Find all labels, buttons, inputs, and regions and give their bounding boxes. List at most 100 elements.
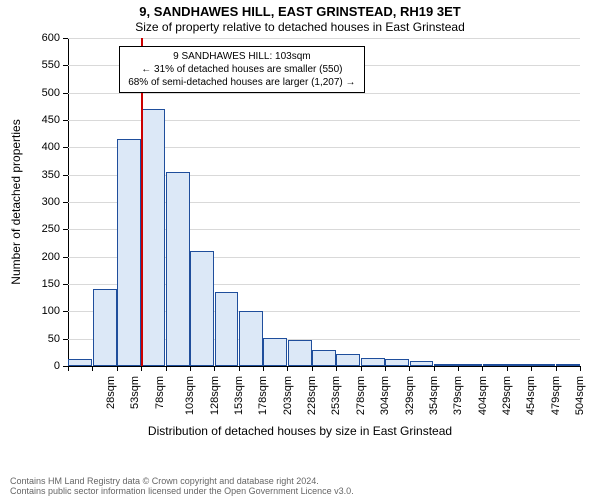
histogram-bar	[190, 251, 214, 366]
x-tick-label: 354sqm	[428, 376, 440, 415]
y-tick	[63, 147, 68, 148]
x-tick-label: 479sqm	[550, 376, 562, 415]
x-tick-label: 228sqm	[306, 376, 318, 415]
y-tick-label: 400	[28, 141, 60, 153]
y-tick	[63, 284, 68, 285]
x-tick	[482, 366, 483, 371]
x-tick	[385, 366, 386, 371]
y-tick-label: 100	[28, 305, 60, 317]
y-tick-label: 550	[28, 59, 60, 71]
x-tick	[531, 366, 532, 371]
chart-subtitle: Size of property relative to detached ho…	[0, 20, 600, 34]
x-tick	[312, 366, 313, 371]
chart-title: 9, SANDHAWES HILL, EAST GRINSTEAD, RH19 …	[0, 4, 600, 19]
x-tick	[458, 366, 459, 371]
x-tick-label: 203sqm	[282, 376, 294, 415]
x-tick-label: 103sqm	[184, 376, 196, 415]
histogram-bar	[215, 292, 239, 366]
y-tick-label: 50	[28, 333, 60, 345]
x-tick	[239, 366, 240, 371]
x-axis-label: Distribution of detached houses by size …	[0, 424, 600, 438]
annotation-line: 9 SANDHAWES HILL: 103sqm	[128, 50, 355, 63]
x-tick	[287, 366, 288, 371]
annotation-box: 9 SANDHAWES HILL: 103sqm← 31% of detache…	[119, 46, 364, 93]
x-tick	[556, 366, 557, 371]
y-tick-label: 150	[28, 278, 60, 290]
histogram-bar	[336, 354, 360, 366]
x-tick	[263, 366, 264, 371]
y-tick	[63, 93, 68, 94]
x-tick	[336, 366, 337, 371]
x-tick	[214, 366, 215, 371]
x-axis-line	[68, 366, 580, 367]
attribution-line1: Contains HM Land Registry data © Crown c…	[10, 476, 600, 486]
x-tick-label: 28sqm	[105, 376, 117, 409]
x-tick	[190, 366, 191, 371]
x-tick-label: 153sqm	[233, 376, 245, 415]
y-gridline	[68, 38, 580, 39]
x-tick-label: 429sqm	[501, 376, 513, 415]
x-tick	[507, 366, 508, 371]
y-tick	[63, 202, 68, 203]
x-tick-label: 304sqm	[379, 376, 391, 415]
x-tick	[92, 366, 93, 371]
x-tick-label: 454sqm	[526, 376, 538, 415]
y-tick	[63, 38, 68, 39]
x-tick-label: 404sqm	[477, 376, 489, 415]
y-tick	[63, 311, 68, 312]
x-tick-label: 178sqm	[257, 376, 269, 415]
chart-area: 05010015020025030035040045050055060028sq…	[68, 38, 580, 366]
histogram-bar	[385, 359, 409, 366]
histogram-bar	[312, 350, 336, 366]
y-tick-label: 500	[28, 87, 60, 99]
histogram-bar	[288, 340, 312, 366]
x-tick-label: 329sqm	[404, 376, 416, 415]
attribution: Contains HM Land Registry data © Crown c…	[0, 476, 600, 496]
x-tick	[68, 366, 69, 371]
y-tick	[63, 65, 68, 66]
x-tick	[361, 366, 362, 371]
y-tick-label: 350	[28, 169, 60, 181]
histogram-bar	[458, 364, 482, 366]
x-tick	[409, 366, 410, 371]
histogram-bar	[93, 289, 117, 366]
y-tick-label: 0	[28, 360, 60, 372]
histogram-bar	[434, 364, 458, 366]
histogram-bar	[507, 364, 531, 366]
x-tick-label: 253sqm	[331, 376, 343, 415]
y-tick-label: 450	[28, 114, 60, 126]
x-tick	[117, 366, 118, 371]
y-tick	[63, 339, 68, 340]
histogram-bar	[166, 172, 190, 366]
histogram-bar	[68, 359, 92, 366]
histogram-bar	[141, 109, 165, 366]
y-tick-label: 200	[28, 251, 60, 263]
y-tick-label: 600	[28, 32, 60, 44]
x-tick	[141, 366, 142, 371]
x-tick-label: 53sqm	[129, 376, 141, 409]
histogram-bar	[410, 361, 434, 366]
x-tick-label: 278sqm	[355, 376, 367, 415]
annotation-line: ← 31% of detached houses are smaller (55…	[128, 63, 355, 76]
x-tick-label: 504sqm	[574, 376, 586, 415]
y-tick-label: 250	[28, 223, 60, 235]
annotation-line: 68% of semi-detached houses are larger (…	[128, 76, 355, 89]
y-tick	[63, 120, 68, 121]
histogram-bar	[483, 364, 507, 366]
histogram-bar	[531, 364, 555, 366]
histogram-bar	[556, 364, 580, 366]
x-tick	[580, 366, 581, 371]
x-tick	[166, 366, 167, 371]
histogram-bar	[361, 358, 385, 366]
y-tick-label: 300	[28, 196, 60, 208]
x-tick-label: 128sqm	[209, 376, 221, 415]
y-tick	[63, 175, 68, 176]
histogram-bar	[117, 139, 141, 366]
attribution-line2: Contains public sector information licen…	[10, 486, 600, 496]
y-tick	[63, 257, 68, 258]
histogram-bar	[263, 338, 287, 366]
histogram-bar	[239, 311, 263, 366]
y-axis-label: Number of detached properties	[9, 119, 23, 284]
x-tick-label: 78sqm	[154, 376, 166, 409]
x-tick	[434, 366, 435, 371]
